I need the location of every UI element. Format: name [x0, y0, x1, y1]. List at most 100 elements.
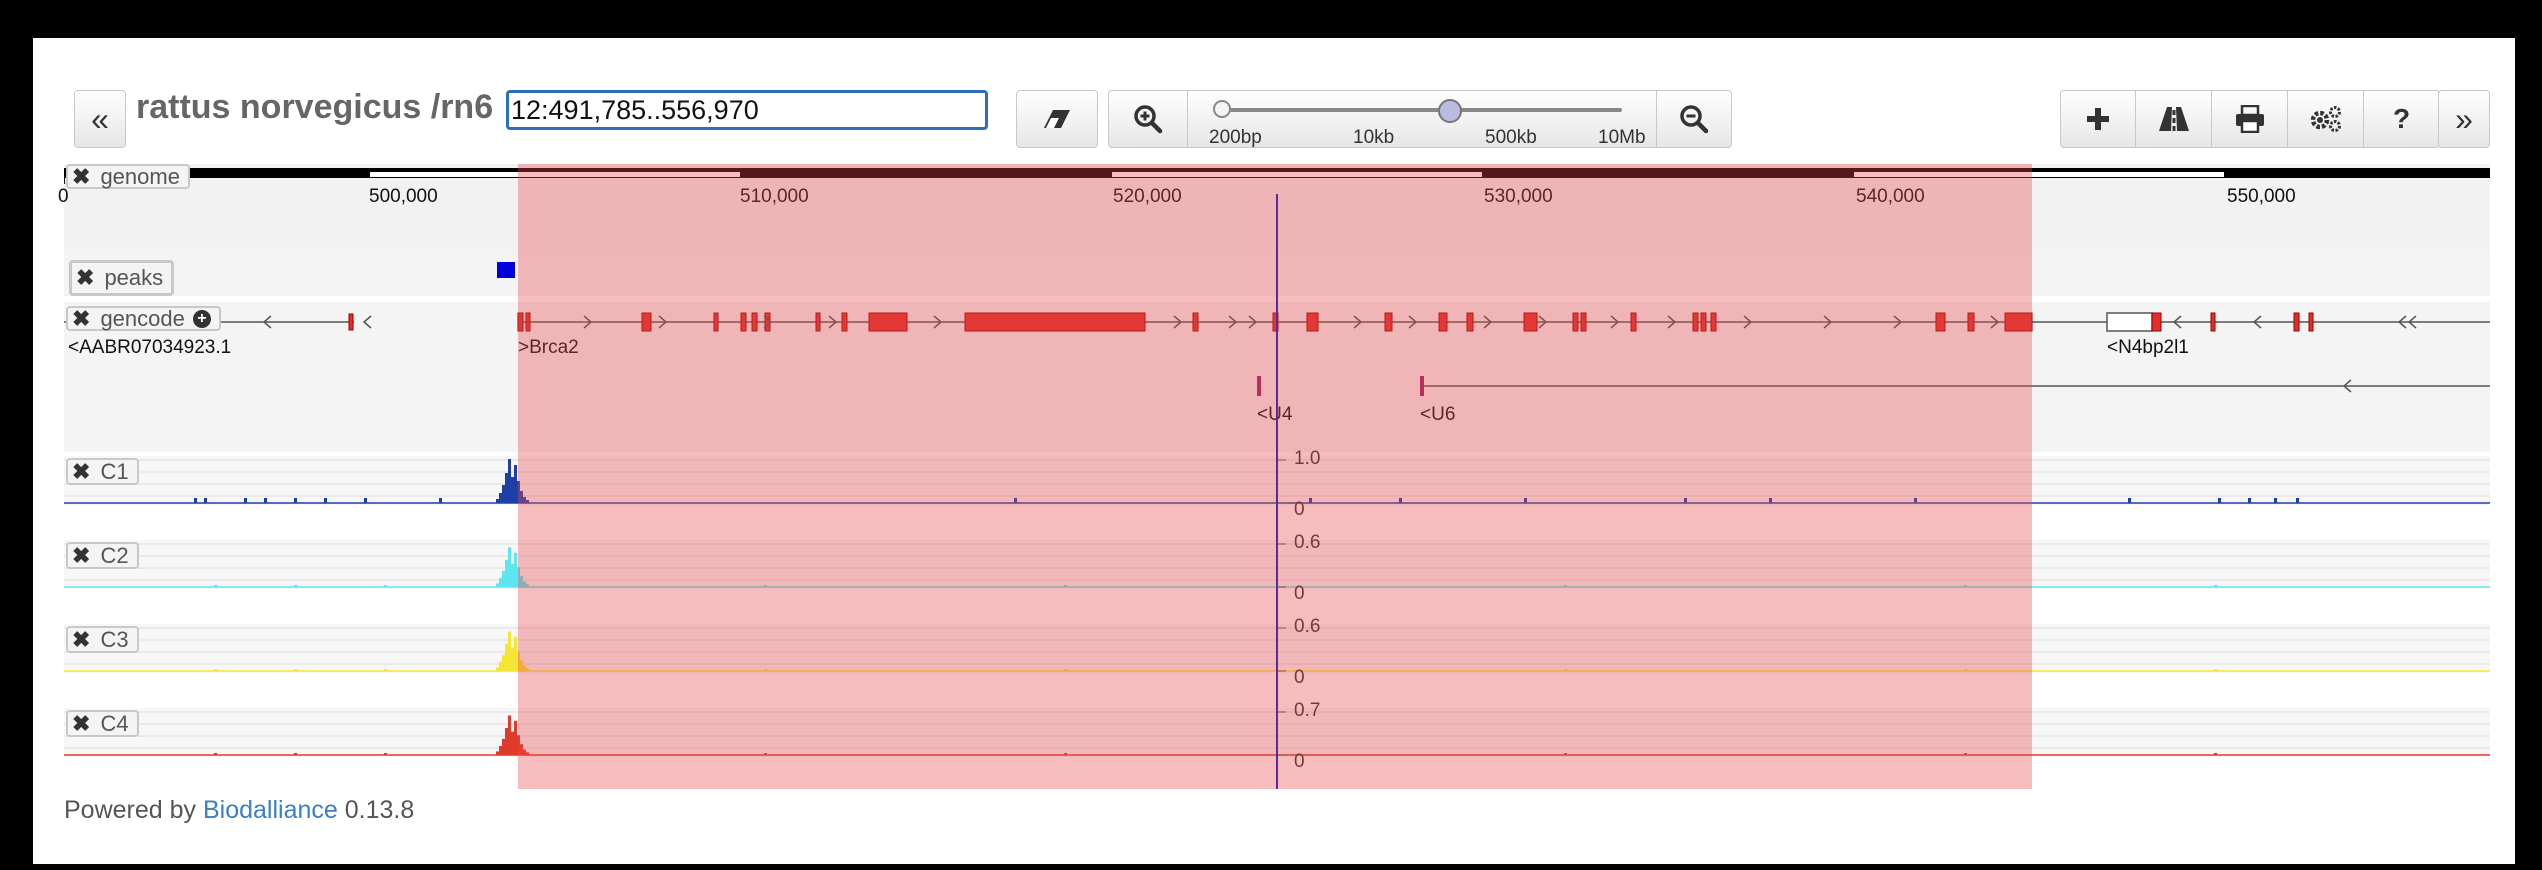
center-cursor-line — [1276, 194, 1278, 789]
signal-bar — [2128, 498, 2131, 503]
ruler-tick-label: 0 — [58, 186, 69, 207]
gene-label: <U4 — [1257, 404, 1293, 425]
exon — [348, 313, 354, 331]
exon — [641, 312, 652, 332]
signal-bar — [502, 570, 505, 587]
axis-max-c1: 1.0 — [1294, 448, 1321, 469]
signal-bar — [294, 585, 297, 587]
exon — [841, 312, 848, 332]
signal-bar — [499, 578, 502, 587]
signal-bar — [2274, 498, 2277, 503]
close-icon[interactable]: ✖ — [76, 265, 95, 290]
signal-bar — [517, 567, 520, 587]
collapse-left-button[interactable]: « — [74, 90, 126, 148]
close-icon[interactable]: ✖ — [72, 542, 91, 568]
strand-arrow — [763, 315, 773, 329]
strand-arrow — [933, 315, 943, 329]
signal-bar — [499, 662, 502, 671]
zoom-tick-label: 200bp — [1209, 127, 1262, 148]
track-label-gencode[interactable]: ✖ gencode + — [66, 306, 221, 331]
close-icon[interactable]: ✖ — [72, 626, 91, 652]
signal-bar — [496, 583, 499, 587]
signal-bar — [2214, 585, 2217, 587]
signal-bar — [496, 751, 499, 755]
signal-bar — [264, 498, 267, 503]
close-icon[interactable]: ✖ — [72, 305, 91, 331]
ruler-tick-label: 550,000 — [2227, 186, 2296, 207]
track-label-c1[interactable]: ✖ C1 — [66, 458, 139, 485]
zoom-in-button[interactable] — [1108, 90, 1188, 148]
exon — [1466, 312, 1474, 332]
export-button[interactable] — [2211, 90, 2288, 148]
signal-bar — [1914, 498, 1917, 503]
zoom-in-icon — [1134, 105, 1163, 134]
clear-highlights-button[interactable] — [1016, 90, 1098, 148]
axis-min-c4: 0 — [1294, 751, 1305, 772]
signal-bar — [2296, 498, 2299, 503]
location-input[interactable] — [506, 90, 988, 130]
signal-bar — [523, 749, 526, 755]
signal-bar — [294, 669, 297, 671]
signal-bar — [294, 498, 297, 503]
help-button[interactable]: ? — [2363, 90, 2440, 148]
signal-bar — [496, 667, 499, 671]
signal-bar — [514, 552, 517, 587]
track-label-peaks[interactable]: ✖ peaks — [69, 260, 175, 296]
track-search-button[interactable] — [2135, 90, 2212, 148]
strand-arrow — [1610, 315, 1620, 329]
exon — [815, 312, 821, 332]
axis-max-c4: 0.7 — [1294, 700, 1321, 721]
close-icon[interactable]: ✖ — [72, 458, 91, 484]
signal-bar — [764, 753, 767, 755]
strand-arrow — [1228, 315, 1238, 329]
exon — [1692, 312, 1699, 332]
peak-feature[interactable] — [497, 262, 515, 278]
signal-bar — [439, 498, 442, 503]
track-label-c2[interactable]: ✖ C2 — [66, 542, 139, 569]
gears-icon — [2310, 106, 2341, 132]
track-label-c3[interactable]: ✖ C3 — [66, 626, 139, 653]
exon — [1935, 312, 1946, 332]
signal-bar — [514, 720, 517, 755]
gene-label: <AABR07034923.1 — [68, 337, 232, 358]
zoom-out-button[interactable] — [1656, 90, 1732, 148]
strand-arrow — [2252, 315, 2262, 329]
signal-bar — [1524, 498, 1527, 503]
exon — [1710, 312, 1717, 332]
strand-arrow — [1408, 315, 1418, 329]
zoom-slider-track[interactable] — [1222, 108, 1622, 112]
signal-bar — [502, 485, 505, 503]
zoom-tick-label: 10Mb — [1598, 127, 1646, 148]
gene-label: <N4bp2l1 — [2107, 337, 2189, 358]
gencode-features[interactable] — [64, 302, 2490, 452]
exon — [2293, 312, 2300, 332]
signal-bar — [508, 631, 511, 671]
strand-arrow — [1823, 315, 1833, 329]
add-track-button[interactable] — [2060, 90, 2136, 148]
options-button[interactable] — [2287, 90, 2364, 148]
biodalliance-link[interactable]: Biodalliance — [202, 796, 338, 824]
add-circle-icon[interactable]: + — [192, 309, 211, 328]
strand-arrow — [2397, 315, 2407, 329]
ruler-tick-label: 520,000 — [1113, 186, 1182, 207]
signal-bar — [517, 481, 520, 503]
signal-bar — [384, 585, 387, 587]
zoom-slider-handle[interactable] — [1438, 99, 1462, 123]
signal-bar — [1964, 585, 1967, 587]
exon — [1192, 312, 1199, 332]
collapse-right-button[interactable]: » — [2438, 90, 2490, 148]
signal-bar — [1064, 753, 1067, 755]
signal-bar — [2218, 498, 2221, 503]
genome-browser[interactable]: 0 500,000 510,000 520,000 530,000 540,00… — [58, 164, 2490, 789]
signal-bar — [508, 459, 511, 503]
signal-bar — [1014, 498, 1017, 503]
track-label-genome[interactable]: ✖ genome — [66, 164, 190, 189]
track-label-c4[interactable]: ✖ C4 — [66, 710, 139, 737]
close-icon[interactable]: ✖ — [72, 163, 91, 189]
signal-bar — [2248, 498, 2251, 503]
zoom-slider-min-handle[interactable] — [1213, 100, 1231, 118]
strand-arrow — [1743, 315, 1753, 329]
signal-bar — [526, 500, 529, 503]
close-icon[interactable]: ✖ — [72, 710, 91, 736]
zoom-tick-label: 500kb — [1485, 127, 1537, 148]
